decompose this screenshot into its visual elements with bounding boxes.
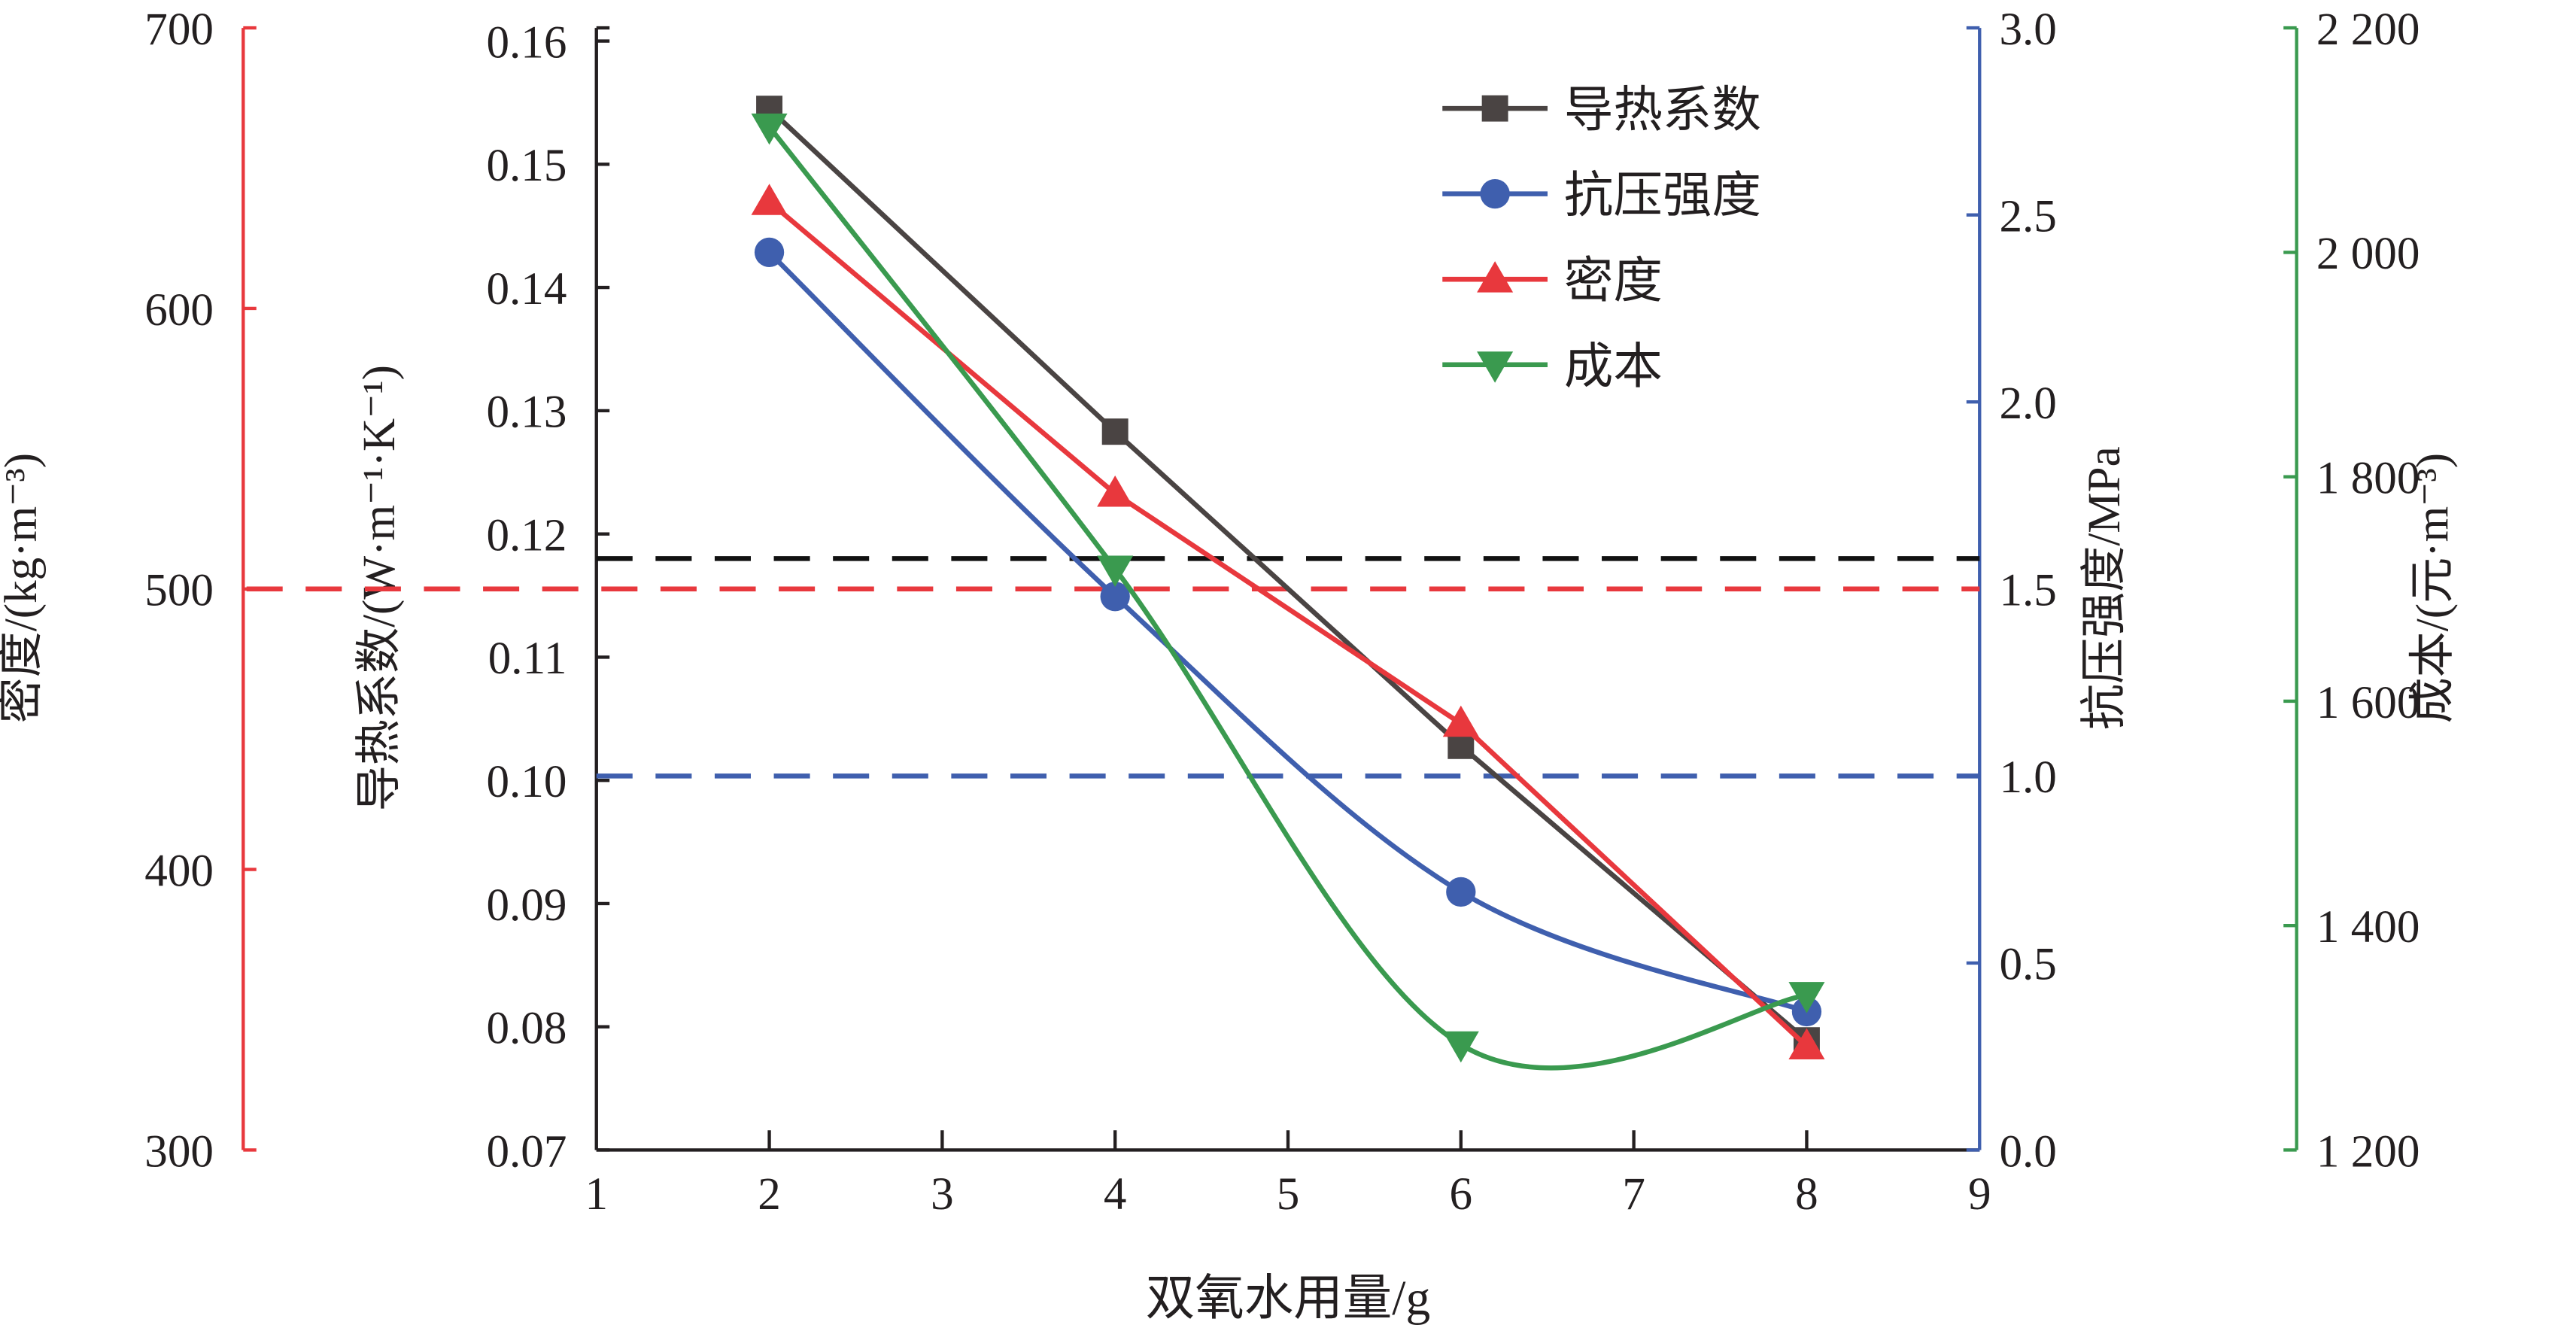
- x-tick-label: 1: [585, 1169, 608, 1220]
- thermal-tick-label: 0.11: [488, 634, 567, 684]
- cost-tick-label: 2 200: [2316, 5, 2420, 55]
- cost-tick-label: 1 400: [2316, 902, 2420, 953]
- strength-tick-label: 2.5: [1999, 192, 2056, 242]
- axes: 1 2 3 4 5 6 7 8 9 0.07 0.08 0.09 0.10 0.11 0.12 0.13 0.1…: [0, 5, 2459, 1220]
- legend-marker: [1477, 351, 1514, 383]
- data-point-thermal: [1447, 732, 1475, 759]
- thermal-tick-label: 0.12: [486, 510, 567, 561]
- series-line-strength: [767, 251, 1808, 1014]
- thermal-tick-label: 0.10: [486, 757, 567, 807]
- thermal-tick-label: 0.14: [486, 264, 567, 315]
- legend-marker: [1477, 261, 1514, 293]
- x-tick-label: 6: [1450, 1169, 1473, 1220]
- thermal-tick-label: 0.09: [486, 880, 567, 931]
- data-point-cost: [1442, 1031, 1479, 1063]
- x-tick-label: 4: [1104, 1169, 1127, 1220]
- thermal-tick-label: 0.15: [486, 141, 567, 191]
- data-point-strength: [1100, 582, 1130, 612]
- data-point-density: [1442, 705, 1479, 737]
- density-tick-label: 400: [144, 846, 214, 896]
- density-tick-label: 600: [144, 285, 214, 336]
- cost-tick-label: 1 600: [2316, 678, 2420, 728]
- data-point-density: [751, 184, 788, 215]
- data-point-strength: [1446, 877, 1476, 907]
- data-point-density: [1788, 1028, 1825, 1059]
- series-line-cost: [767, 125, 1807, 1071]
- legend-item-density: 密度: [1442, 254, 1663, 308]
- thermal-tick-label: 0.16: [486, 17, 567, 68]
- strength-tick-label: 0.0: [1999, 1126, 2056, 1177]
- legend-item-strength: 抗压强度: [1442, 169, 1761, 223]
- cost-tick-label: 1 800: [2316, 453, 2420, 503]
- legend-marker: [1481, 95, 1508, 122]
- data-point-cost: [1097, 555, 1134, 587]
- x-tick-label: 2: [758, 1169, 781, 1220]
- legend-item-thermal: 导热系数: [1442, 84, 1761, 138]
- legend-item-cost: 成本: [1442, 340, 1663, 394]
- legend-label: 密度: [1564, 254, 1663, 308]
- legend-label: 成本: [1564, 340, 1663, 394]
- cost-tick-label: 2 000: [2316, 229, 2420, 279]
- density-tick-label: 700: [144, 5, 214, 55]
- strength-tick-label: 1.5: [1999, 566, 2056, 616]
- strength-axis-label: 抗压强度/MPa: [2079, 446, 2130, 730]
- thermal-tick-label: 0.08: [486, 1004, 567, 1054]
- x-tick-label: 3: [931, 1169, 954, 1220]
- legend-label: 导热系数: [1564, 84, 1761, 138]
- reference-lines: [246, 556, 1980, 779]
- series: [751, 96, 1825, 1071]
- density-tick-label: 500: [144, 566, 214, 616]
- data-point-cost: [751, 113, 788, 145]
- data-point-thermal: [1101, 418, 1129, 445]
- density-tick-label: 300: [144, 1126, 214, 1177]
- thermal-tick-label: 0.07: [486, 1126, 567, 1177]
- x-tick-label: 9: [1968, 1169, 1991, 1220]
- strength-tick-label: 2.0: [1999, 378, 2056, 429]
- x-tick-label: 7: [1622, 1169, 1645, 1220]
- strength-tick-label: 3.0: [1999, 5, 2056, 55]
- x-tick-label: 5: [1277, 1169, 1300, 1220]
- data-point-density: [1097, 476, 1134, 507]
- x-tick-label: 8: [1795, 1169, 1818, 1220]
- series-line-density: [767, 199, 1809, 1048]
- data-point-cost: [1788, 982, 1825, 1013]
- thermal-tick-label: 0.13: [486, 387, 567, 438]
- density-axis-label: 密度/(kg·m⁻³): [0, 453, 47, 724]
- data-point-strength: [754, 237, 785, 268]
- strength-tick-label: 0.5: [1999, 940, 2056, 990]
- cost-tick-label: 1 200: [2316, 1126, 2420, 1177]
- strength-tick-label: 1.0: [1999, 752, 2056, 803]
- legend-label: 抗压强度: [1564, 169, 1761, 223]
- legend-marker: [1480, 179, 1510, 209]
- x-axis-label: 双氧水用量/g: [1146, 1272, 1430, 1326]
- cost-axis-label: 成本/(元·m⁻³): [2408, 453, 2459, 724]
- series-line-thermal: [767, 107, 1809, 1043]
